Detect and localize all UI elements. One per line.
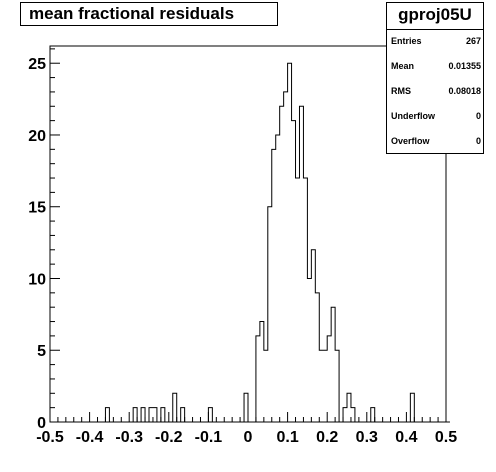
stat-row-underflow: Underflow 0 [391, 111, 481, 125]
stat-value-overflow: 0 [475, 136, 481, 146]
x-tick-label: -0.4 [76, 429, 104, 446]
y-tick-label: 20 [28, 128, 46, 145]
x-tick-label: -0.5 [36, 429, 64, 446]
stat-value-mean: 0.01355 [448, 61, 481, 71]
x-tick-label: 0.2 [316, 429, 338, 446]
stat-label-mean: Mean [391, 61, 415, 71]
y-tick-label: 5 [37, 343, 46, 360]
stat-row-overflow: Overflow 0 [391, 136, 481, 150]
stat-row-rms: RMS 0.08018 [391, 86, 481, 100]
stat-label-rms: RMS [391, 86, 411, 96]
stat-value-rms: 0.08018 [448, 86, 481, 96]
y-tick-label: 0 [37, 415, 46, 432]
stats-histogram-name: gproj05U [398, 5, 472, 24]
x-axis: -0.5 -0.4 -0.3 -0.2 -0.1 0 0.1 0.2 0.3 0.4 0.5 [36, 412, 457, 446]
stat-value-underflow: 0 [475, 111, 481, 121]
title-box: mean fractional residuals [20, 2, 278, 26]
histogram-line [50, 62, 450, 423]
y-tick-label: 10 [28, 271, 46, 288]
x-tick-label: 0.4 [395, 429, 417, 446]
stats-divider [387, 29, 483, 30]
y-tick-label: 25 [28, 56, 46, 73]
stat-label-underflow: Underflow [391, 111, 435, 121]
stat-value-entries: 267 [465, 36, 481, 46]
stat-row-mean: Mean 0.01355 [391, 61, 481, 75]
stat-row-entries: Entries 267 [391, 36, 481, 50]
x-tick-label: 0.1 [276, 429, 298, 446]
stat-label-overflow: Overflow [391, 136, 430, 146]
x-tick-label: 0.3 [356, 429, 378, 446]
stat-label-entries: Entries [391, 36, 422, 46]
x-tick-label: -0.1 [195, 429, 223, 446]
x-tick-label: -0.2 [155, 429, 183, 446]
x-tick-label: 0 [244, 429, 253, 446]
stats-box: gproj05U Entries 267 Mean 0.01355 RMS 0.… [386, 2, 484, 154]
x-tick-label: -0.3 [115, 429, 143, 446]
y-tick-label: 15 [28, 200, 46, 217]
chart-title: mean fractional residuals [29, 4, 235, 23]
y-axis: 0 5 10 15 20 25 [28, 48, 60, 432]
x-tick-label: 0.5 [435, 429, 457, 446]
